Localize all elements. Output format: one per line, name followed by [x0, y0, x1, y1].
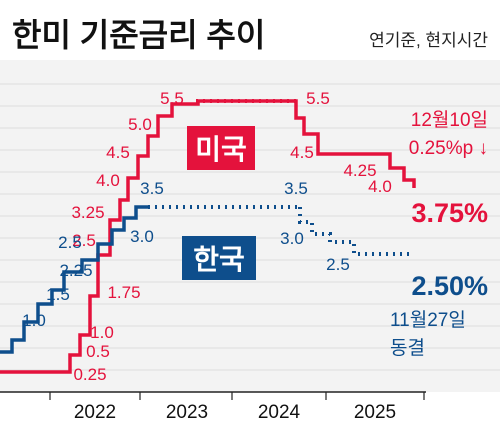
us-value-label: 3.25: [71, 203, 104, 222]
x-axis-band: [0, 392, 500, 436]
kr-value-labels: 1.01.5 2.25 2.5 3.0 3.5 3.5 3.0 2.5: [22, 179, 350, 330]
us-legend-label: 미국: [195, 134, 247, 165]
us-value-label: 1.75: [107, 283, 140, 302]
kr-value-label: 3.0: [130, 227, 154, 246]
kr-value-label: 1.0: [22, 311, 46, 330]
x-tick-label: 2024: [258, 402, 301, 423]
x-tick-label: 2022: [74, 402, 116, 423]
x-axis-ticks: 2022 2023 2024 2025: [49, 392, 425, 423]
kr-value-label: 1.5: [46, 285, 70, 304]
kr-legend-label: 한국: [193, 244, 245, 275]
kr-line: [0, 205, 148, 354]
us-value-label: 1.0: [90, 323, 114, 342]
us-value-label: 4.25: [343, 161, 376, 180]
us-value-label: 5.0: [128, 115, 152, 134]
kr-value-label: 3.5: [140, 179, 164, 198]
kr-recent-dots: [298, 207, 410, 256]
us-line: [0, 99, 416, 374]
kr-value-label: 3.5: [284, 179, 308, 198]
us-value-label: 4.5: [290, 143, 314, 162]
us-value-labels: 0.25 0.51.0 1.75 2.5 3.25 4.0 4.5 5.0 5.5 5.5 4.5 4…: [71, 89, 391, 384]
header-background: [0, 0, 500, 60]
kr-value-label: 3.0: [280, 229, 304, 248]
kr-value-label: 2.5: [326, 255, 350, 274]
kr-value-label: 2.25: [59, 261, 92, 280]
us-value-label: 0.5: [86, 342, 110, 361]
chart-title: 한미 기준금리 추이: [12, 17, 265, 53]
us-value-label: 4.0: [96, 171, 120, 190]
kr-annotation-status: 동결: [390, 337, 425, 359]
us-legend-box: [187, 126, 255, 170]
us-value-label: 4.5: [106, 143, 130, 162]
kr-final-value: 2.50%: [411, 271, 488, 301]
us-annotation-date: 12월10일: [411, 109, 488, 131]
x-tick-label: 2025: [354, 402, 396, 423]
x-tick-label: 2023: [166, 402, 208, 423]
us-value-label: 5.5: [306, 89, 330, 108]
kr-legend-box: [182, 236, 256, 280]
kr-series: [0, 205, 410, 354]
us-value-label: 0.25: [73, 365, 106, 384]
us-value-label: 5.5: [160, 89, 184, 108]
us-value-label: 2.5: [72, 231, 96, 250]
chart-subtitle: 연기준, 현지시간: [369, 31, 488, 50]
us-final-value: 3.75%: [411, 198, 488, 228]
us-series: [0, 99, 416, 374]
kr-annotation-date: 11월27일: [390, 309, 466, 331]
kr-value-label: 2.5: [58, 233, 82, 252]
us-annotation-change: 0.25%p ↓: [409, 138, 488, 159]
us-value-label: 4.0: [368, 177, 392, 196]
